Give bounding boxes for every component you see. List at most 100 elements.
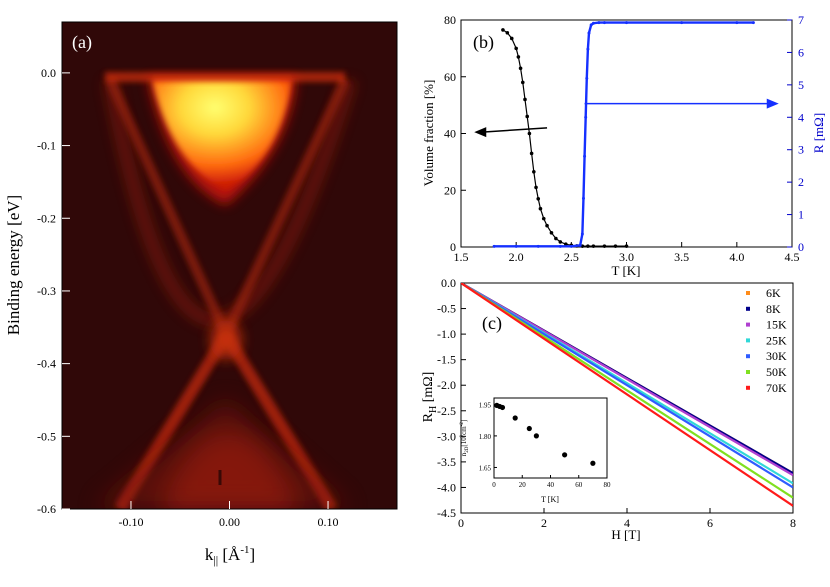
resistance-point (587, 31, 591, 35)
hall-line-15K (461, 283, 793, 477)
resistance-point (680, 21, 684, 25)
panel-c-series (461, 283, 793, 507)
volume-fraction-point (518, 66, 523, 71)
x-tick-label: 4 (624, 516, 630, 530)
x-tick-label: 2 (541, 516, 547, 530)
y-tick-label: 0.0 (441, 276, 456, 290)
panel-c-ticks: 0 2 4 6 8 0.0 -0.5 -1.0 -1.5 -2.0 -2.5 -3.0 -3.5 -4.0… (437, 276, 796, 530)
inset-x-tick-label: 40 (547, 481, 555, 489)
panel-a-arpes: (a) -0.10 0.00 0.10 0.0 -0.1 -0.2 -0.3 -0.4 -0.5… (4, 21, 398, 567)
x-tick-label: 0.00 (219, 515, 240, 529)
y-right-tick-label: 6 (798, 45, 804, 59)
volume-fraction-point (554, 236, 558, 241)
y-left-tick-label: 60 (444, 70, 456, 84)
x-tick-label: 4.5 (785, 250, 800, 264)
y-tick-label: -2.5 (437, 404, 456, 418)
panel-b-ylabel-right: R [mΩ] (811, 113, 826, 153)
inset-x-tick-label: 20 (519, 481, 527, 489)
volume-fraction-point (602, 244, 607, 248)
resistance-line (494, 21, 754, 248)
panel-b-transition: (b) 1.5 2.0 2.5 3.0 3.5 4.0 4.5020406080012345… (421, 13, 826, 278)
x-tick-label: 2.0 (509, 250, 524, 264)
resistance-point (602, 21, 606, 25)
valence-band-outer (95, 400, 350, 509)
inset-frame (493, 397, 608, 479)
legend-label-70K: 70K (766, 381, 787, 395)
legend-marker-15K (746, 322, 750, 327)
resistance-point (536, 244, 540, 248)
y-right-tick-label: 7 (798, 13, 804, 27)
inset-points (494, 402, 596, 466)
resistance-point (586, 47, 590, 51)
y-right-tick-label: 5 (798, 78, 804, 92)
volume-fraction-point (509, 36, 514, 41)
panel-a-xlabel: k|| [Å-1] (205, 544, 255, 567)
volume-fraction-point (541, 216, 546, 221)
inset-x-tick-label: 0 (492, 481, 496, 489)
resistance-point (585, 76, 589, 80)
resistance-point (492, 244, 496, 248)
volume-fraction-point (523, 97, 527, 102)
hall-line-30K (461, 283, 793, 489)
y-left-tick-label: 40 (444, 127, 456, 141)
resistance-point (514, 244, 518, 248)
panel-c-inset: 0 20 40 60 80 1.65 1.80 1.95 T [K] n2D[109cm-2] (460, 397, 612, 504)
hall-line-50K (461, 283, 793, 499)
volume-fraction-point (624, 244, 629, 248)
resistance-point (751, 21, 755, 25)
x-tick-label: -0.10 (118, 515, 143, 529)
panel-b-ylabel-left: Volume fraction [%] (421, 80, 436, 187)
inset-x-tick-label: 60 (575, 481, 583, 489)
x-tick-label: 4.0 (729, 250, 744, 264)
volume-fraction-point (536, 196, 541, 201)
y-right-tick-label: 4 (798, 110, 804, 124)
inset-point (512, 415, 518, 421)
volume-fraction-point (613, 244, 618, 248)
x-tick-label: 1.5 (454, 250, 469, 264)
volume-fraction-point (586, 244, 590, 248)
inset-x-tick-label: 80 (604, 481, 612, 489)
y-tick-label: -0.6 (37, 502, 56, 516)
conduction-band (152, 80, 292, 190)
volume-fraction-line (502, 29, 627, 247)
legend-marker-25K (746, 338, 750, 343)
inset-y-tick-label: 1.65 (479, 464, 492, 472)
panel-c-xlabel: H [T] (611, 527, 640, 542)
volume-fraction-point (529, 151, 534, 156)
dirac-point-glow (210, 320, 242, 360)
inset-point (590, 460, 596, 466)
inset-point (526, 425, 532, 432)
fermi-edge (105, 72, 345, 82)
panel-b-frame (460, 19, 793, 248)
panel-c-ylabel: RH [mΩ] (421, 372, 439, 423)
inset-y-tick-label: 1.95 (479, 401, 492, 409)
x-tick-label: 3.0 (619, 250, 634, 264)
resistance-point (735, 21, 739, 25)
panel-a-ylabel: Binding energy [eV] (4, 195, 23, 335)
inset-point (533, 433, 539, 439)
legend-label-6K: 6K (766, 286, 781, 300)
arrow-left-shaft (482, 127, 548, 133)
legend-marker-50K (746, 370, 750, 374)
volume-fraction-point (505, 30, 510, 35)
volume-fraction-point (591, 244, 596, 248)
y-right-tick-label: 2 (798, 175, 804, 189)
x-tick-label: 6 (707, 516, 713, 530)
panel-c-label: (c) (482, 313, 502, 334)
legend-label-8K: 8K (766, 302, 781, 316)
legend-label-15K: 15K (766, 318, 787, 332)
volume-fraction-point (501, 28, 505, 32)
y-tick-label: -2.0 (437, 378, 456, 392)
inset-ylabel: n2D[109cm-2] (460, 420, 470, 457)
resistance-point (589, 23, 593, 27)
resistance-point (625, 21, 628, 25)
resistance-point (580, 232, 584, 236)
inset-xlabel: T [K] (541, 495, 559, 504)
y-tick-label: -0.4 (37, 357, 56, 371)
arrow-right-head (766, 98, 779, 109)
volume-fraction-point (525, 114, 529, 119)
resistance-point (578, 243, 582, 247)
volume-fraction-point (514, 46, 518, 51)
y-tick-label: -1.0 (437, 327, 456, 341)
